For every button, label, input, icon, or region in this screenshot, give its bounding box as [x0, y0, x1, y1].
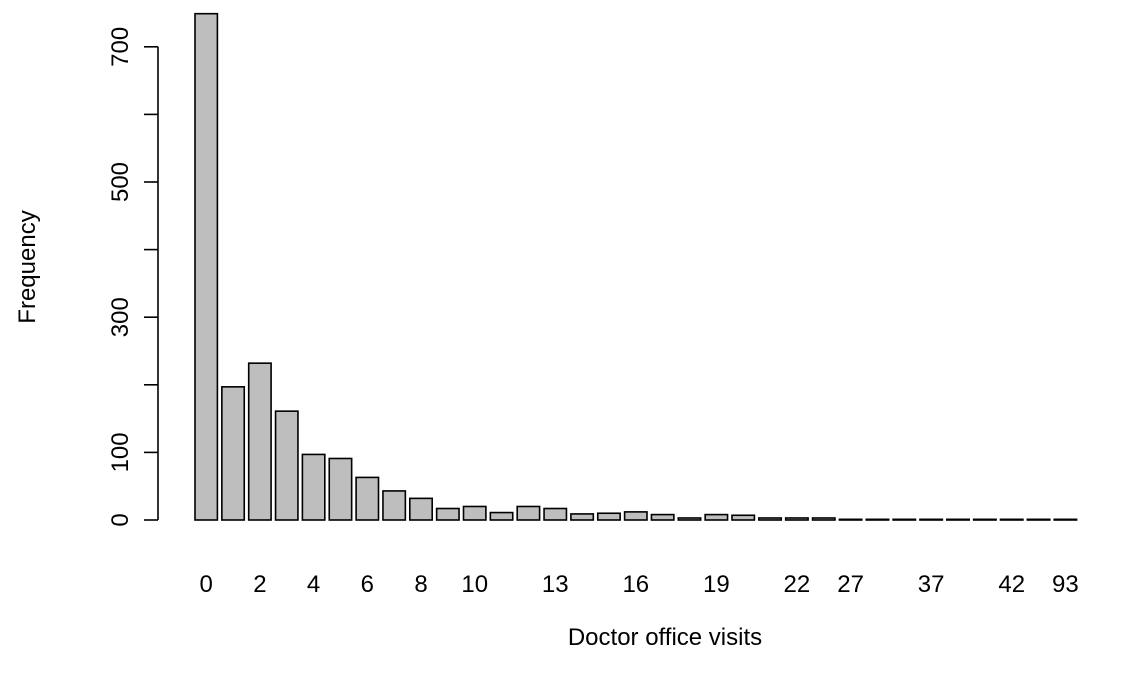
x-tick-label-93: 93 [1052, 571, 1079, 598]
x-tick-label-27: 27 [837, 571, 864, 598]
bar-8 [408, 497, 433, 521]
x-tick-label-42: 42 [998, 571, 1025, 598]
x-tick-label-6: 6 [361, 571, 374, 598]
bar-35 [892, 518, 917, 521]
bar-38 [945, 518, 970, 521]
bar-17 [650, 513, 675, 521]
bar-19 [704, 513, 729, 521]
bar-2 [247, 362, 272, 521]
bar-23 [811, 517, 836, 521]
bar-93 [1053, 518, 1078, 521]
bar-9 [435, 507, 460, 521]
bar-21 [758, 517, 783, 521]
x-tick-label-13: 13 [542, 571, 569, 598]
y-tick-label-300: 300 [107, 297, 134, 337]
y-axis-label: Frequency [14, 210, 41, 323]
y-tick-label-0: 0 [107, 513, 134, 526]
bar-27 [838, 518, 863, 521]
bar-18 [677, 517, 702, 521]
bar-20 [731, 514, 756, 521]
bar-16 [623, 511, 648, 521]
x-tick-label-8: 8 [414, 571, 427, 598]
bar-1 [221, 386, 246, 521]
bar-10 [462, 505, 487, 521]
bar-13 [543, 507, 568, 521]
bar-4 [301, 453, 326, 521]
y-tick-label-700: 700 [107, 27, 134, 67]
bar-3 [274, 410, 299, 521]
bar-7 [382, 490, 407, 521]
bar-12 [516, 505, 541, 521]
x-tick-label-2: 2 [253, 571, 266, 598]
bar-5 [328, 457, 353, 521]
bar-22 [784, 517, 809, 521]
x-tick-label-37: 37 [918, 571, 945, 598]
bar-29 [865, 518, 890, 521]
bar-11 [489, 511, 514, 521]
bar-40 [972, 518, 997, 521]
x-tick-label-0: 0 [200, 571, 213, 598]
y-axis: 0 100 300 500 700 [107, 27, 159, 527]
bar-15 [596, 512, 621, 521]
y-tick-label-100: 100 [107, 432, 134, 472]
x-tick-label-10: 10 [461, 571, 488, 598]
bar-14 [570, 513, 595, 521]
x-tick-label-16: 16 [622, 571, 649, 598]
bar-37 [919, 518, 944, 521]
y-tick-label-500: 500 [107, 162, 134, 202]
x-tick-label-4: 4 [307, 571, 320, 598]
x-tick-label-19: 19 [703, 571, 730, 598]
x-axis-label: Doctor office visits [568, 624, 762, 651]
bar-42 [999, 518, 1024, 521]
bar-89 [1026, 518, 1051, 521]
bars-group [194, 12, 1078, 521]
bar-0 [194, 12, 219, 521]
x-tick-label-22: 22 [784, 571, 811, 598]
bar-6 [355, 476, 380, 521]
x-tick-labels: 0 2 4 6 8 10 13 16 19 22 27 37 42 93 [200, 571, 1079, 598]
